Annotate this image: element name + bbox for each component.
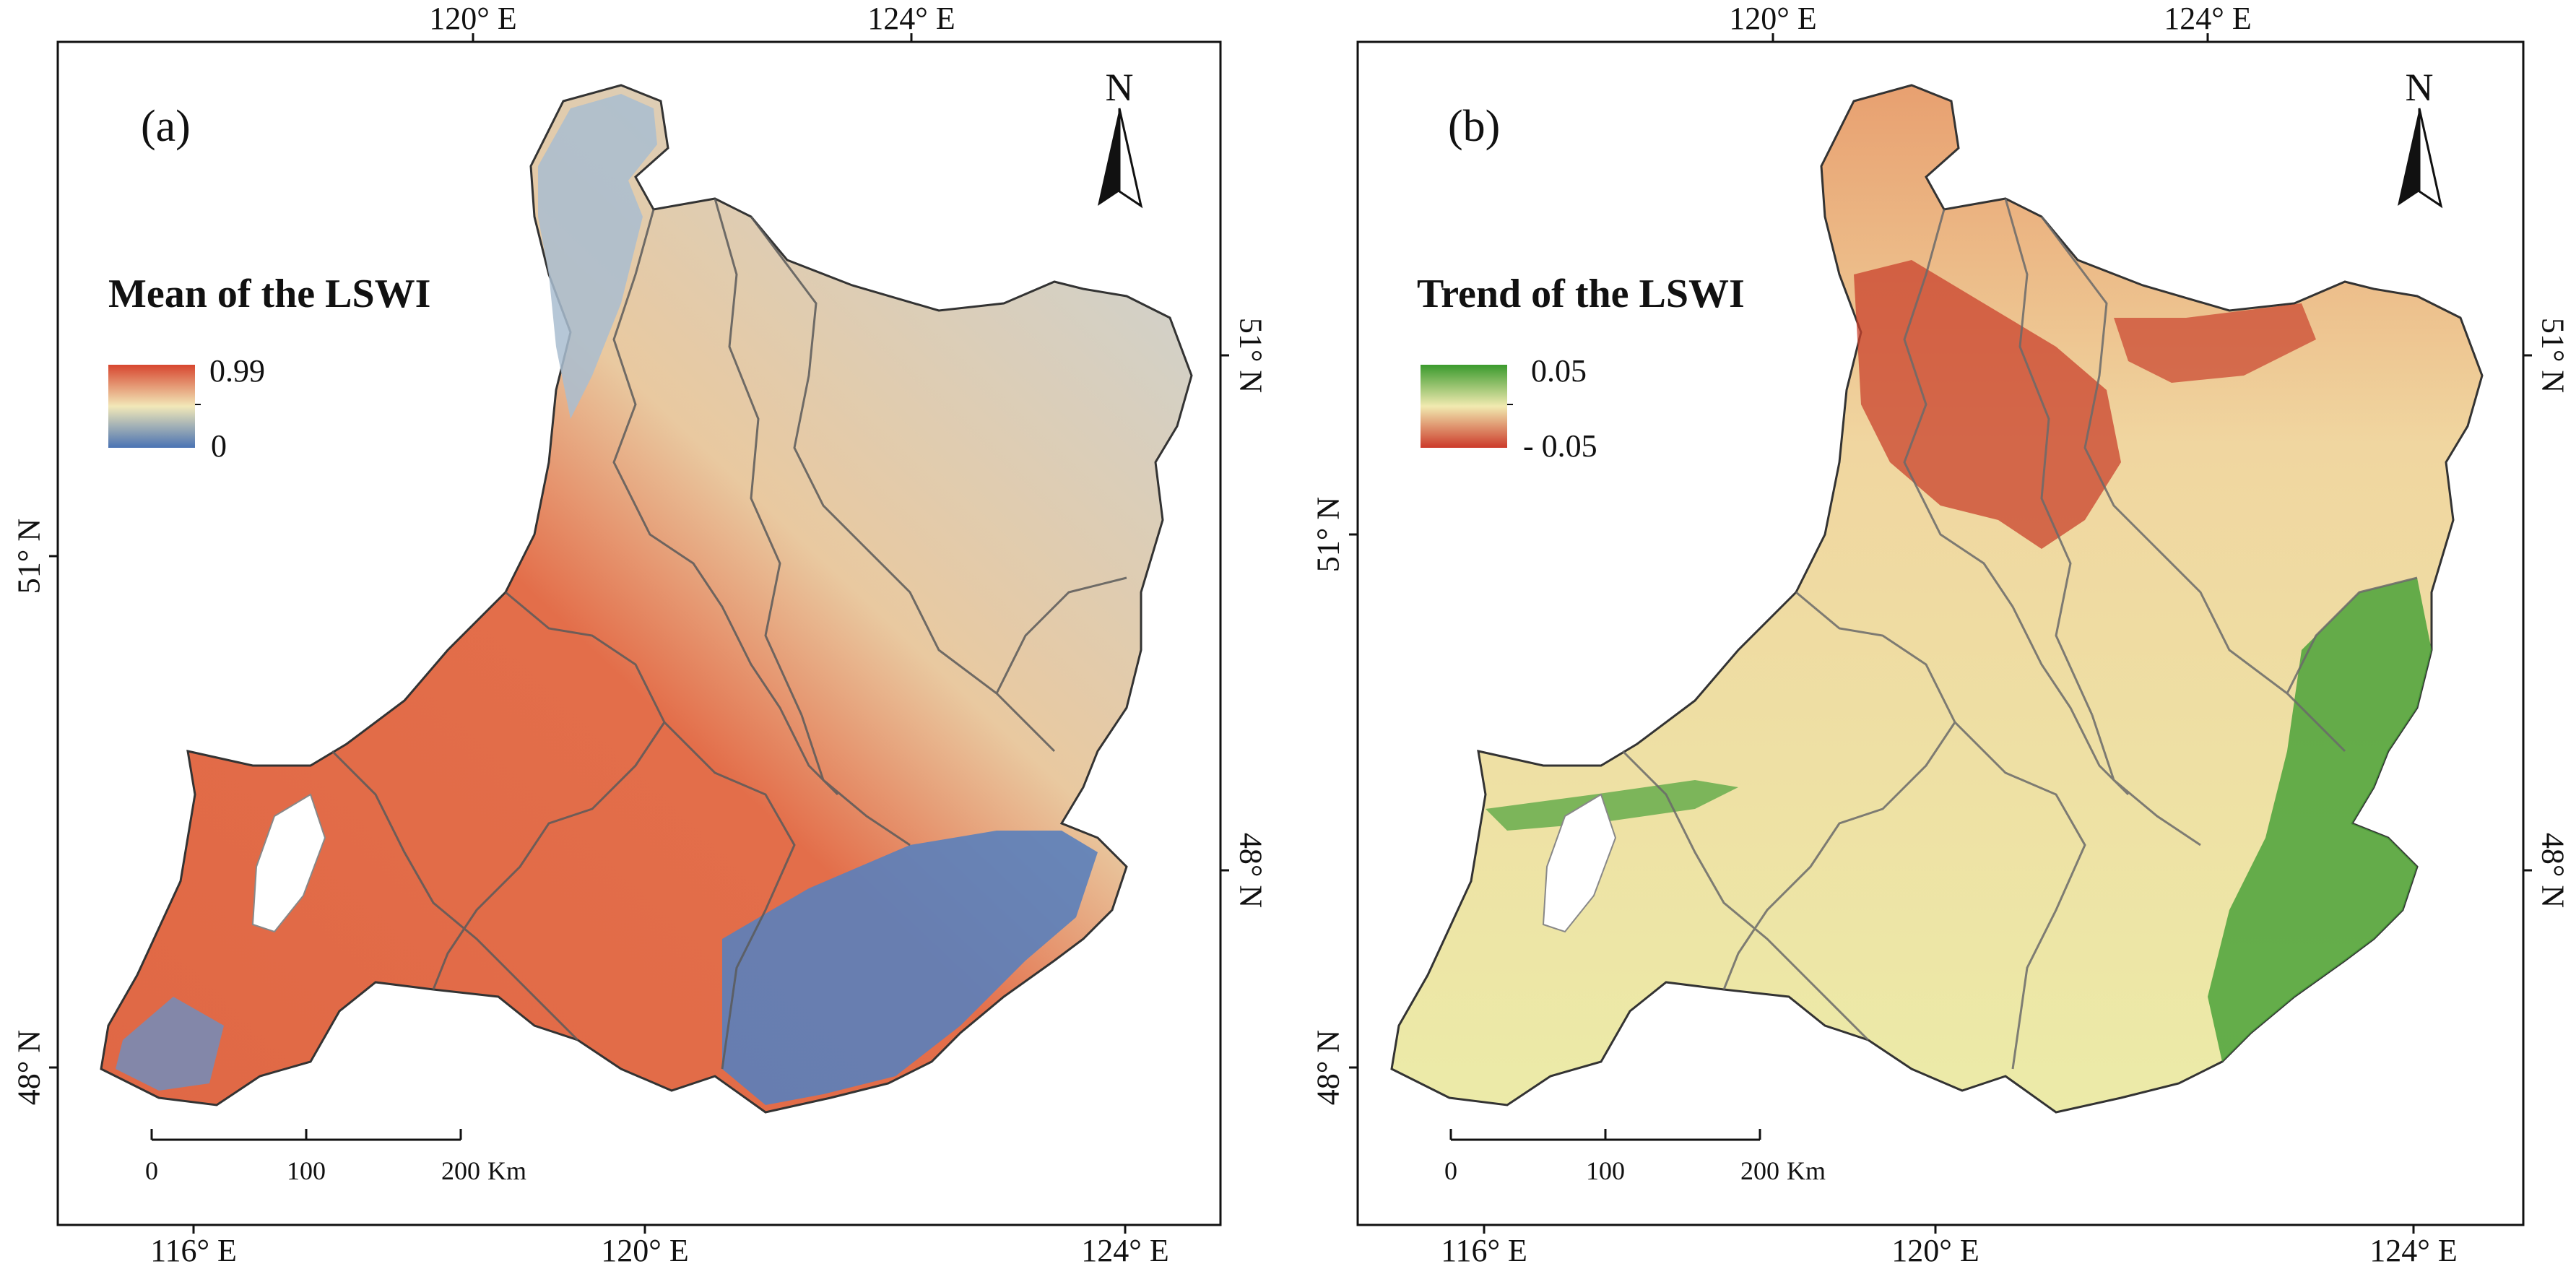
right-tick-label: 51° N: [1233, 317, 1269, 394]
map-panel-b: 120° E 124° E 116° E 120° E 124° E 51° N…: [1291, 0, 2576, 1268]
north-label: N: [2405, 66, 2434, 109]
legend-title: Trend of the LSWI: [1417, 272, 1745, 316]
map-frame: [56, 40, 1222, 1226]
right-tick-label: 48° N: [1233, 832, 1269, 909]
bottom-tick-label: 116° E: [150, 1233, 237, 1268]
panel-tag: (a): [141, 102, 191, 151]
bottom-tick-label: 116° E: [1441, 1233, 1527, 1268]
legend-max: 0.99: [209, 353, 265, 389]
right-tick-label: 48° N: [2535, 832, 2571, 909]
map-frame: [1356, 40, 2525, 1226]
scale-unit: Km: [1787, 1156, 1826, 1185]
top-tick-label: 124° E: [2164, 1, 2252, 36]
top-tick-label: 120° E: [1729, 1, 1817, 36]
left-tick-label: 51° N: [11, 518, 47, 594]
scale-unit: Km: [487, 1156, 526, 1185]
scale-label: 200: [1740, 1156, 1779, 1185]
north-label: N: [1105, 66, 1134, 109]
legend-colorbar: [108, 365, 195, 448]
bottom-tick-label: 120° E: [1891, 1233, 1979, 1268]
scale-bar: [1449, 1129, 1761, 1141]
right-tick-label: 51° N: [2535, 317, 2571, 394]
legend-max: 0.05: [1531, 353, 1587, 389]
legend-title: Mean of the LSWI: [108, 272, 431, 316]
scale-label: 0: [1444, 1156, 1457, 1185]
scale-label: 100: [287, 1156, 326, 1185]
left-tick-label: 48° N: [11, 1029, 47, 1106]
north-arrow-icon: [1098, 108, 1143, 209]
top-tick-label: 120° E: [429, 1, 517, 36]
north-arrow-icon: [2398, 108, 2443, 209]
map-a-canvas: [49, 33, 1229, 1234]
scale-label: 0: [145, 1156, 158, 1185]
map-b-canvas: [1349, 33, 2532, 1234]
scale-label: 200: [441, 1156, 480, 1185]
left-tick-label: 48° N: [1310, 1029, 1346, 1106]
left-tick-label: 51° N: [1310, 496, 1346, 573]
scale-bar: [150, 1129, 462, 1141]
bottom-tick-label: 124° E: [2369, 1233, 2458, 1268]
legend-min: - 0.05: [1523, 428, 1597, 464]
bottom-tick-label: 120° E: [601, 1233, 689, 1268]
scale-label: 100: [1586, 1156, 1625, 1185]
top-tick-label: 124° E: [867, 1, 955, 36]
bottom-tick-label: 124° E: [1081, 1233, 1169, 1268]
panel-tag: (b): [1448, 102, 1501, 151]
legend-min: 0: [211, 428, 227, 464]
map-panel-a: 120° E 124° E 116° E 120° E 124° E 51° N…: [0, 0, 1285, 1268]
legend-colorbar: [1421, 365, 1507, 448]
